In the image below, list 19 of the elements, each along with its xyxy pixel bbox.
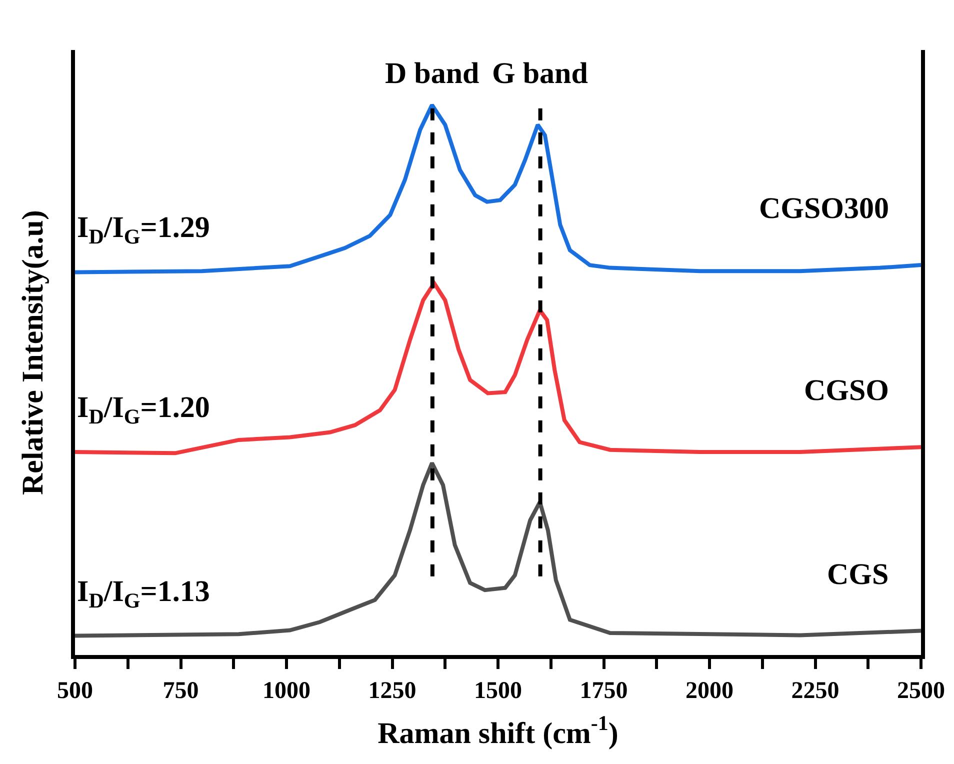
x-tick-label: 1250 — [368, 678, 416, 704]
x-axis-title: Raman shift (cm$^{-1}$) — [378, 711, 618, 750]
annotation: I$_{D}$/I$_{G}$=1.20 — [77, 391, 210, 428]
ref-line-label: G band — [492, 57, 588, 90]
series-label: CGSO300 — [759, 192, 890, 225]
x-tick-label: 750 — [162, 678, 199, 704]
x-tick-label: 2500 — [897, 678, 945, 704]
series-label: CGS — [827, 558, 889, 591]
x-tick-label: 500 — [57, 678, 93, 704]
x-tick-label: 1750 — [580, 678, 628, 704]
annotation: I$_{D}$/I$_{G}$=1.13 — [77, 575, 210, 612]
x-tick-label: 2250 — [791, 678, 840, 704]
series-label: CGSO — [804, 374, 890, 407]
x-tick-label: 1500 — [474, 678, 522, 704]
ref-line-label: D band — [385, 57, 480, 90]
x-tick-label: 1000 — [262, 678, 310, 704]
y-axis-title: Relative Intensity(a.u) — [16, 210, 50, 495]
x-tick-label: 2000 — [686, 678, 734, 704]
annotation: I$_{D}$/I$_{G}$=1.29 — [77, 211, 210, 248]
